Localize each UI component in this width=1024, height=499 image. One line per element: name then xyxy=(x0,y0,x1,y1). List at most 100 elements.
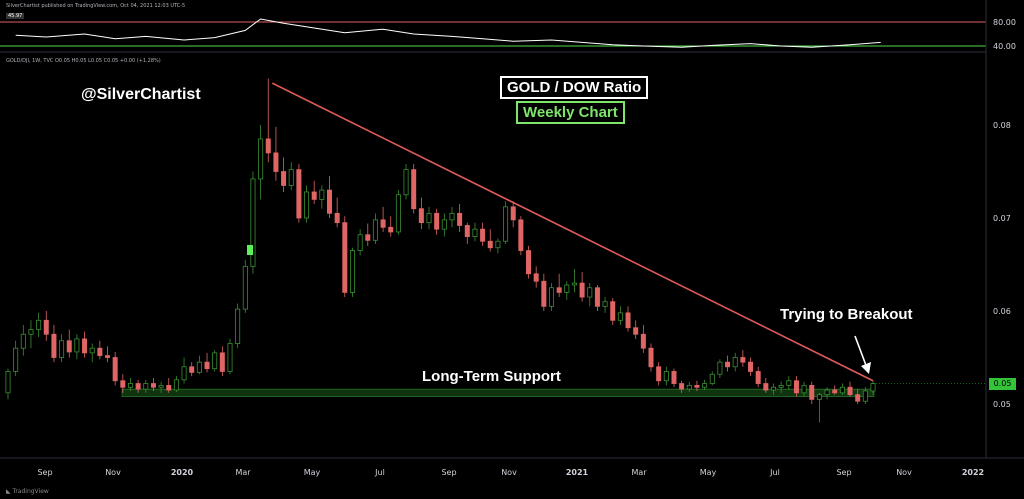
candle-body xyxy=(541,280,547,307)
author-handle: @SilverChartist xyxy=(81,86,201,103)
price-pane xyxy=(5,78,986,423)
candle-body xyxy=(28,329,34,335)
candle-body xyxy=(212,352,218,370)
candle-body xyxy=(311,191,317,200)
candle-body xyxy=(472,228,478,238)
candle-body xyxy=(457,212,463,226)
candle-body xyxy=(288,169,294,186)
support-zone xyxy=(121,388,875,397)
candle-body xyxy=(127,383,133,388)
candle-body xyxy=(732,357,738,368)
candle-body xyxy=(143,383,149,390)
price-tick-label: 0.08 xyxy=(993,121,1011,130)
resistance-trendline xyxy=(271,82,874,382)
axes: 80.00 40.00 0.08 0.07 0.06 0.05 Sep Nov 2020 Mar M… xyxy=(0,0,1024,477)
price-tick-label: 0.07 xyxy=(993,214,1011,223)
candle-body xyxy=(594,287,600,307)
time-tick-label: 2022 xyxy=(962,468,984,477)
candle-body xyxy=(112,357,118,382)
candle-body xyxy=(403,169,409,196)
breakout-arrow-shaft xyxy=(854,335,868,369)
candle-body xyxy=(173,379,179,391)
candle-body xyxy=(855,394,861,402)
tradingview-logo-text: TradingView xyxy=(12,488,49,495)
candle-body xyxy=(120,380,126,388)
oscillator-value-label: 45.97 xyxy=(6,13,25,19)
candle-body xyxy=(411,169,417,210)
tradingview-logo: ◣ TradingView xyxy=(6,488,49,495)
candle-body xyxy=(181,366,187,381)
candle-body xyxy=(150,383,156,388)
osc-tick-label: 40.00 xyxy=(993,42,1016,51)
candle-body xyxy=(265,138,271,154)
candle-body xyxy=(319,189,325,200)
candle-body xyxy=(625,312,631,329)
price-tick-label: 0.06 xyxy=(993,307,1011,316)
candle-body xyxy=(158,384,164,388)
candle-body xyxy=(725,361,731,368)
candle-body xyxy=(51,333,57,358)
candle-body xyxy=(663,371,669,382)
candle-body xyxy=(196,361,202,373)
time-tick-label: Mar xyxy=(631,468,647,477)
candle-body xyxy=(656,366,662,382)
candle-body xyxy=(709,373,715,384)
last-price-badge: 0.05 xyxy=(989,378,1016,390)
candle-body xyxy=(464,225,470,238)
candle-body xyxy=(809,384,815,400)
candle-body xyxy=(365,234,371,241)
candle-body xyxy=(273,152,279,172)
candle-body xyxy=(510,206,516,221)
candle-body xyxy=(434,212,440,230)
candle-body xyxy=(135,383,141,390)
candle-body xyxy=(82,338,88,354)
candle-body xyxy=(548,287,554,307)
candle-body xyxy=(395,194,401,233)
candle-body xyxy=(556,287,562,293)
candle-body xyxy=(449,212,455,221)
candle-body xyxy=(740,357,746,363)
candle-body xyxy=(763,383,769,391)
candle-body xyxy=(717,361,723,375)
candle-body xyxy=(327,189,333,214)
candle-body xyxy=(349,250,355,293)
candle-body xyxy=(66,340,72,353)
candle-body xyxy=(870,383,876,392)
candle-body xyxy=(250,178,256,267)
breakout-annotation: Trying to Breakout xyxy=(780,306,913,323)
candle-body xyxy=(89,347,95,354)
time-tick-label: Nov xyxy=(896,468,912,477)
candle-body xyxy=(793,380,799,394)
candle-body xyxy=(801,384,807,394)
candle-body xyxy=(847,386,853,396)
candle-body xyxy=(219,352,225,372)
candle-body xyxy=(59,340,65,358)
time-tick-label: Nov xyxy=(105,468,121,477)
candle-body xyxy=(13,347,19,372)
candle-body xyxy=(571,282,577,286)
candle-body xyxy=(426,212,432,224)
time-tick-label: 2021 xyxy=(566,468,589,477)
candle-body xyxy=(862,390,868,402)
breakout-arrow-head xyxy=(861,362,871,374)
candle-body xyxy=(633,327,639,335)
highlight-candle xyxy=(247,245,253,255)
candle-body xyxy=(686,384,692,390)
publish-header: SilverChartist published on TradingView.… xyxy=(6,3,186,9)
candle-body xyxy=(441,219,447,230)
candle-body xyxy=(487,240,493,249)
candle-body xyxy=(380,219,386,228)
oscillator-pane xyxy=(0,18,986,48)
candle-body xyxy=(617,312,623,321)
candle-body xyxy=(832,389,838,394)
chart-title-box: GOLD / DOW Ratio xyxy=(500,76,649,99)
candle-body xyxy=(242,265,248,310)
candle-body xyxy=(235,308,241,344)
candle-body xyxy=(357,234,363,251)
candle-body xyxy=(296,169,302,219)
candle-body xyxy=(755,371,761,384)
time-tick-label: Sep xyxy=(441,468,456,477)
candle-body xyxy=(334,212,340,224)
